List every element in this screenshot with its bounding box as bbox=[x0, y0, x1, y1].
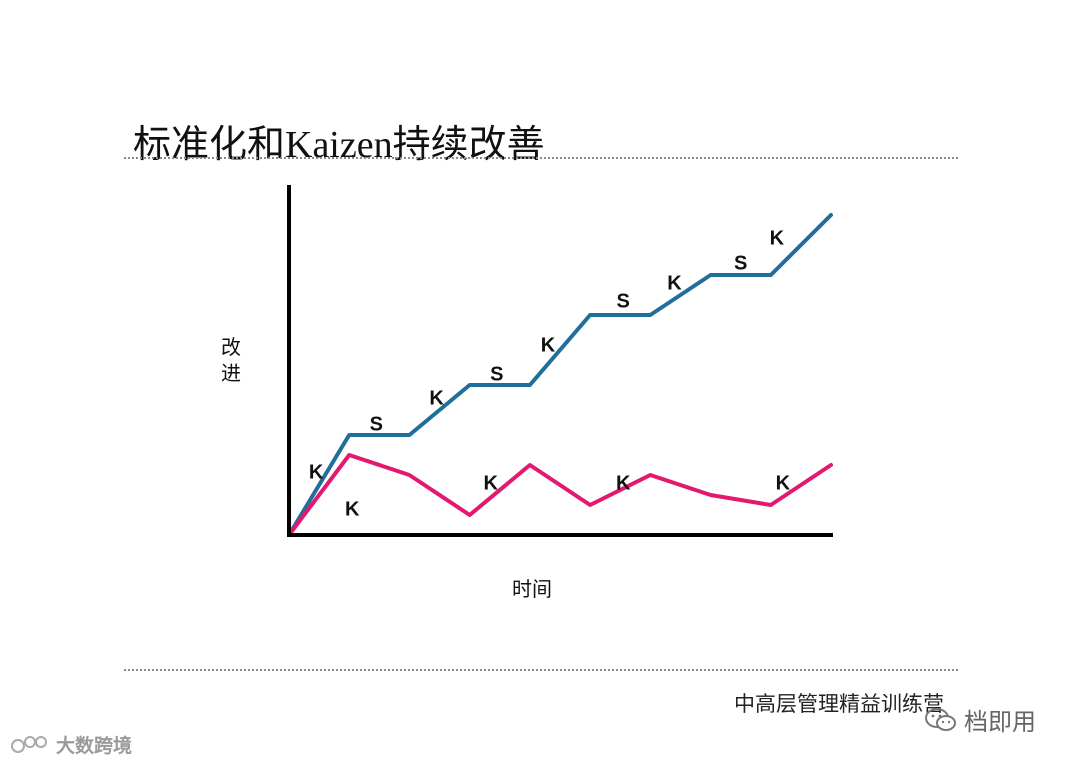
brand-logo-icon bbox=[11, 735, 47, 753]
slide-title: 标准化和Kaizen持续改善 bbox=[133, 124, 545, 166]
annotation-k-8: K bbox=[770, 227, 785, 249]
annotation-s-7: S bbox=[734, 252, 747, 274]
footer-text: 中高层管理精益训练营 bbox=[734, 692, 944, 716]
watermark-left-text: 大数跨境 bbox=[56, 735, 133, 757]
annotation-s-3: S bbox=[490, 363, 503, 385]
top-dotted-divider bbox=[124, 157, 958, 159]
watermark-right-text: 档即用 bbox=[964, 708, 1036, 736]
y-axis-label-text: 改进 bbox=[221, 335, 241, 385]
annotation-k-10: K bbox=[484, 472, 499, 494]
bottom-dotted-divider bbox=[124, 669, 958, 671]
annotation-k-6: K bbox=[667, 272, 682, 294]
annotation-k-11: K bbox=[616, 472, 631, 494]
annotation-k-0: K bbox=[309, 461, 324, 483]
lower-series-line bbox=[287, 453, 833, 537]
x-axis-label: 时间 bbox=[512, 577, 552, 601]
annotation-k-2: K bbox=[429, 387, 444, 409]
annotation-k-4: K bbox=[541, 334, 556, 356]
annotation-s-5: S bbox=[617, 290, 630, 312]
annotation-k-12: K bbox=[776, 472, 791, 494]
upper-series-line bbox=[287, 213, 833, 537]
watermark-left: 大数跨境 bbox=[10, 731, 132, 758]
annotation-s-1: S bbox=[370, 413, 383, 435]
watermark-right: 档即用 bbox=[924, 702, 1036, 737]
wechat-icon bbox=[925, 707, 956, 731]
annotation-k-9: K bbox=[345, 498, 360, 520]
y-axis-label: 改进 bbox=[221, 335, 241, 385]
